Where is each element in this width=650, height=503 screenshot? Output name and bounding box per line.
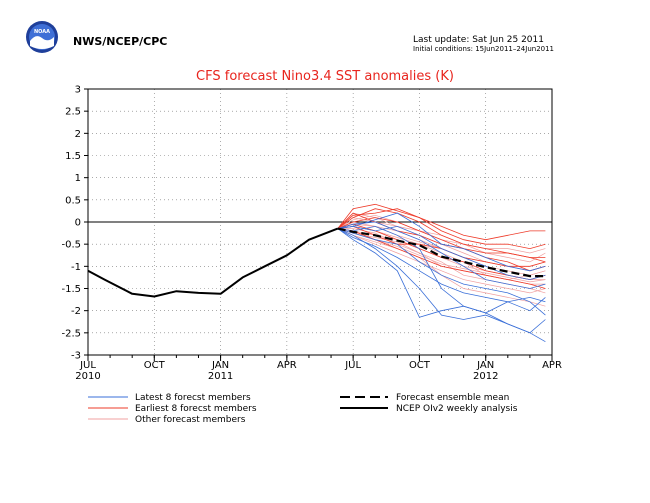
y-tick-label: -3 <box>71 351 81 362</box>
legend-item-mean: Forecast ensemble mean <box>340 393 509 403</box>
member-line-latest <box>337 228 546 334</box>
y-tick-label: 0.5 <box>65 195 81 206</box>
y-tick-label: -0.5 <box>61 240 81 251</box>
y-tick-label: -1 <box>71 262 81 273</box>
x-tick-label: APR <box>277 360 297 371</box>
x-tick-label: JAN <box>476 360 494 371</box>
y-tick-label: -1.5 <box>61 284 81 295</box>
x-tick-label: OCT <box>144 360 166 371</box>
last-update: Last update: Sat Jun 25 2011 <box>413 35 544 45</box>
y-tick-label: -2 <box>71 306 81 317</box>
member-line-earliest <box>337 228 546 289</box>
legend-label-other: Other forecast members <box>135 415 246 425</box>
y-tick-label: 2.5 <box>65 107 81 118</box>
y-tick-label: 1.5 <box>65 151 81 162</box>
legend: Latest 8 forecst members Earliest 8 fore… <box>88 393 518 425</box>
member-line-other <box>337 228 546 294</box>
x-tick-label: APR <box>542 360 562 371</box>
member-line-latest <box>337 225 546 281</box>
legend-item-latest: Latest 8 forecst members <box>88 393 251 403</box>
member-line-earliest <box>337 225 546 267</box>
x-tick-label: JAN <box>211 360 229 371</box>
y-tick-label: 1 <box>75 173 81 184</box>
y-axis-ticks: -3 -2.5 -2 -1.5 -1 -0.5 0 0.5 1 1.5 2 2.5 3 <box>61 85 88 362</box>
y-tick-label: 0 <box>75 218 81 229</box>
member-line-latest <box>337 228 546 312</box>
x-tick-year: 2011 <box>208 371 233 382</box>
y-tick-label: 2 <box>75 129 81 140</box>
legend-item-other: Other forecast members <box>88 415 246 425</box>
legend-label-latest: Latest 8 forecst members <box>135 393 251 403</box>
legend-item-earliest: Earliest 8 forecst members <box>88 404 257 414</box>
y-tick-label: -2.5 <box>61 328 81 339</box>
member-line-latest <box>337 221 546 289</box>
legend-label-earliest: Earliest 8 forecst members <box>135 404 257 414</box>
analysis-line <box>87 227 339 298</box>
legend-label-analysis: NCEP OIv2 weekly analysis <box>396 404 518 414</box>
x-tick-year: 2012 <box>473 371 498 382</box>
latest-members-layer <box>337 212 546 343</box>
ensemble-mean-line <box>337 227 546 278</box>
legend-label-mean: Forecast ensemble mean <box>396 393 509 403</box>
member-line-other <box>337 228 546 294</box>
member-line-latest <box>337 228 546 316</box>
initial-conditions: Initial conditions: 15Jun2011–24Jun2011 <box>413 45 554 53</box>
logo-text: NOAA <box>34 29 50 35</box>
other-members-layer <box>337 212 546 307</box>
x-tick-label: JUL <box>79 360 96 371</box>
member-line-latest <box>337 212 546 272</box>
x-tick-label: OCT <box>409 360 431 371</box>
grid <box>88 89 552 355</box>
x-tick-label: JUL <box>344 360 361 371</box>
chart-title: CFS forecast Nino3.4 SST anomalies (K) <box>196 69 454 84</box>
y-tick-label: 3 <box>75 85 81 96</box>
x-tick-year: 2010 <box>75 371 100 382</box>
legend-item-analysis: NCEP OIv2 weekly analysis <box>340 404 518 414</box>
main-lines-layer <box>87 227 546 298</box>
noaa-logo-icon: NOAA <box>26 21 58 53</box>
org-name: NWS/NCEP/CPC <box>73 35 167 48</box>
member-line-earliest <box>337 203 546 250</box>
member-line-earliest <box>337 208 546 241</box>
member-line-latest <box>337 225 546 314</box>
plot-frame <box>87 88 553 356</box>
